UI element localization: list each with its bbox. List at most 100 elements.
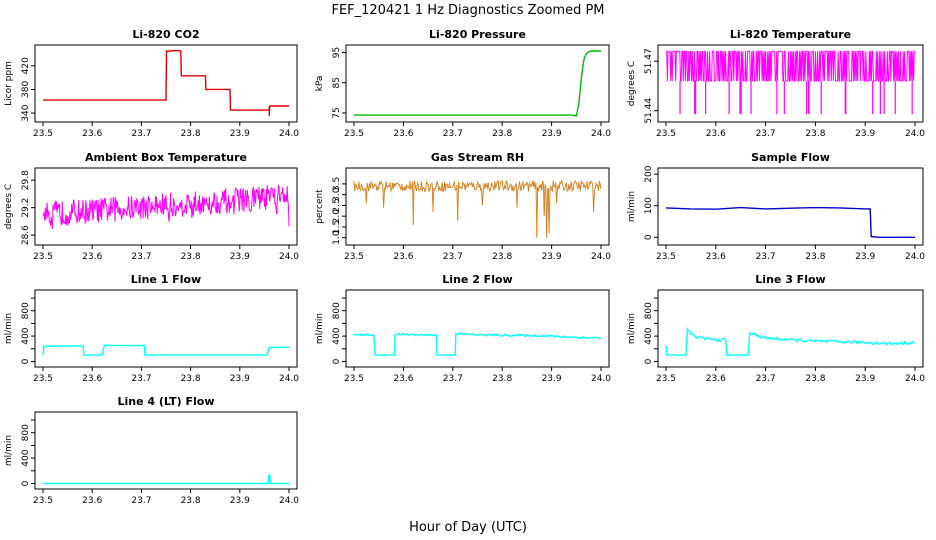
line3-y-tick-label: 800 — [644, 302, 654, 319]
panel-ambient: Ambient Box Temperature degrees C 23.5 23.6… — [4, 151, 299, 262]
sample-plot-frame — [657, 167, 924, 246]
line2-x-tick-label: 23.5 — [344, 374, 364, 384]
line2-x-tick-label: 23.8 — [492, 374, 512, 384]
pressure-series-line — [354, 50, 601, 117]
rh-data — [353, 179, 602, 238]
ambient-x-tick-label: 23.5 — [33, 252, 53, 262]
line3-x-tick-label: 23.5 — [656, 374, 676, 384]
line2-y-tick-label: 800 — [332, 302, 342, 319]
sample-x-tick-label: 23.9 — [855, 252, 875, 262]
figure-x-axis-label: Hour of Day (UTC) — [409, 520, 527, 535]
line2-title: Line 2 Flow — [442, 273, 512, 286]
temp-x-tick-label: 23.7 — [756, 129, 776, 139]
panel-line3: Line 3 Flow ml/min 23.5 23.6 23.7 23.8 23.9 24.… — [627, 273, 925, 384]
ambient-y-tick-label: 29.8 — [21, 170, 31, 190]
panel-temp: Li-820 Temperature degrees C 23.5 23.6 23.7 2… — [627, 28, 925, 139]
rh-y-tick-label: 2.5 — [332, 198, 342, 212]
temp-series-line — [666, 50, 915, 82]
co2-plot-frame — [34, 44, 298, 123]
temp-y-tick-label: 51.44 — [644, 98, 654, 124]
ambient-x-tick-label: 23.9 — [230, 252, 250, 262]
temp-x-tick-label: 23.5 — [656, 129, 676, 139]
rh-title: Gas Stream RH — [431, 151, 524, 164]
temp-x-tick-label: 23.6 — [706, 129, 726, 139]
line1-x-tick-label: 23.9 — [230, 374, 250, 384]
line2-y-tick-label: 400 — [332, 327, 342, 344]
pressure-x-tick-label: 24.0 — [591, 129, 611, 139]
ambient-plot-frame — [34, 167, 298, 246]
co2-x-tick-label: 23.6 — [82, 129, 102, 139]
temp-x-tick-label: 23.8 — [805, 129, 825, 139]
rh-series-outline — [353, 179, 602, 238]
panel-line1: Line 1 Flow ml/min 23.5 23.6 23.7 23.8 23.9 24.… — [4, 273, 299, 384]
line3-y-tick-label: 0 — [644, 358, 654, 364]
rh-y-tick-label: 3.5 — [332, 177, 342, 191]
pressure-x-tick-label: 23.5 — [344, 129, 364, 139]
panel-line4: Line 4 (LT) Flow ml/min 23.5 23.6 23.7 23.8 23… — [4, 395, 299, 506]
panel-grid: Li-820 CO2 Licor ppm 23.5 23.6 23.7 23.8 23.9 2… — [4, 28, 925, 506]
line1-series-line — [42, 344, 290, 356]
line2-x-tick-label: 23.7 — [443, 374, 463, 384]
line2-x-tick-label: 23.6 — [393, 374, 413, 384]
sample-y-tick-label: 200 — [644, 165, 654, 182]
panel-co2: Li-820 CO2 Licor ppm 23.5 23.6 23.7 23.8 23.9 2… — [4, 28, 299, 139]
rh-x-tick-label: 23.7 — [443, 252, 463, 262]
sample-data — [665, 206, 915, 238]
pressure-y-tick-label: 75 — [332, 107, 342, 118]
sample-title: Sample Flow — [751, 151, 830, 164]
line1-x-tick-label: 23.6 — [82, 374, 102, 384]
rh-x-tick-label: 23.5 — [344, 252, 364, 262]
line3-x-tick-label: 24.0 — [905, 374, 925, 384]
line1-x-tick-label: 23.7 — [131, 374, 151, 384]
rh-y-tick-label: 3.0 — [332, 187, 342, 202]
co2-data — [43, 49, 289, 117]
line4-x-tick-label: 23.7 — [131, 496, 151, 506]
temp-y-tick-label: 51.47 — [644, 48, 654, 74]
sample-series-line — [665, 206, 915, 238]
co2-title: Li-820 CO2 — [132, 28, 199, 41]
line3-x-tick-label: 23.9 — [855, 374, 875, 384]
pressure-y-tick-label: 85 — [332, 77, 342, 88]
line1-data — [42, 344, 290, 356]
rh-y-tick-label: 1.0 — [332, 230, 342, 245]
co2-x-tick-label: 23.5 — [33, 129, 53, 139]
ambient-series-line — [42, 184, 290, 230]
rh-y-tick-label: 1.5 — [332, 220, 342, 234]
line3-series-line — [665, 326, 916, 356]
panel-rh: Gas Stream RH percent 23.5 23.6 23.7 23.8 23.9… — [315, 151, 611, 262]
ambient-x-tick-label: 23.7 — [131, 252, 151, 262]
line1-x-tick-label: 23.8 — [181, 374, 201, 384]
temp-y-axis-label: degrees C — [627, 61, 637, 106]
temp-plot-frame — [657, 44, 924, 123]
co2-y-tick-label: 380 — [21, 81, 31, 98]
line3-x-tick-label: 23.8 — [805, 374, 825, 384]
line4-x-tick-label: 23.9 — [230, 496, 250, 506]
line1-x-tick-label: 24.0 — [279, 374, 299, 384]
rh-x-tick-label: 23.9 — [542, 252, 562, 262]
line4-series-line — [43, 474, 289, 485]
temp-title: Li-820 Temperature — [730, 28, 851, 41]
sample-y-tick-label: 100 — [644, 197, 654, 214]
rh-y-axis-label: percent — [315, 189, 325, 224]
co2-x-tick-label: 23.9 — [230, 129, 250, 139]
co2-x-tick-label: 24.0 — [279, 129, 299, 139]
line1-y-tick-label: 800 — [21, 302, 31, 319]
line2-y-tick-label: 0 — [332, 358, 342, 364]
co2-y-tick-label: 420 — [21, 57, 31, 74]
temp-x-tick-label: 24.0 — [905, 129, 925, 139]
line4-y-tick-label: 400 — [21, 449, 31, 466]
rh-plot-frame — [345, 167, 610, 246]
temp-x-tick-label: 23.9 — [855, 129, 875, 139]
line1-y-axis-label: ml/min — [4, 313, 14, 344]
line3-x-tick-label: 23.6 — [706, 374, 726, 384]
line2-data — [353, 332, 602, 356]
line2-x-tick-label: 24.0 — [591, 374, 611, 384]
panel-line2: Line 2 Flow ml/min 23.5 23.6 23.7 23.8 23.9 24.… — [315, 273, 611, 384]
rh-y-tick-label: 2.0 — [332, 209, 342, 224]
line3-y-tick-label: 400 — [644, 327, 654, 344]
pressure-x-tick-label: 23.7 — [443, 129, 463, 139]
temp-data — [666, 50, 915, 115]
line4-title: Line 4 (LT) Flow — [118, 395, 215, 408]
line4-x-tick-label: 24.0 — [279, 496, 299, 506]
line1-title: Line 1 Flow — [131, 273, 201, 286]
